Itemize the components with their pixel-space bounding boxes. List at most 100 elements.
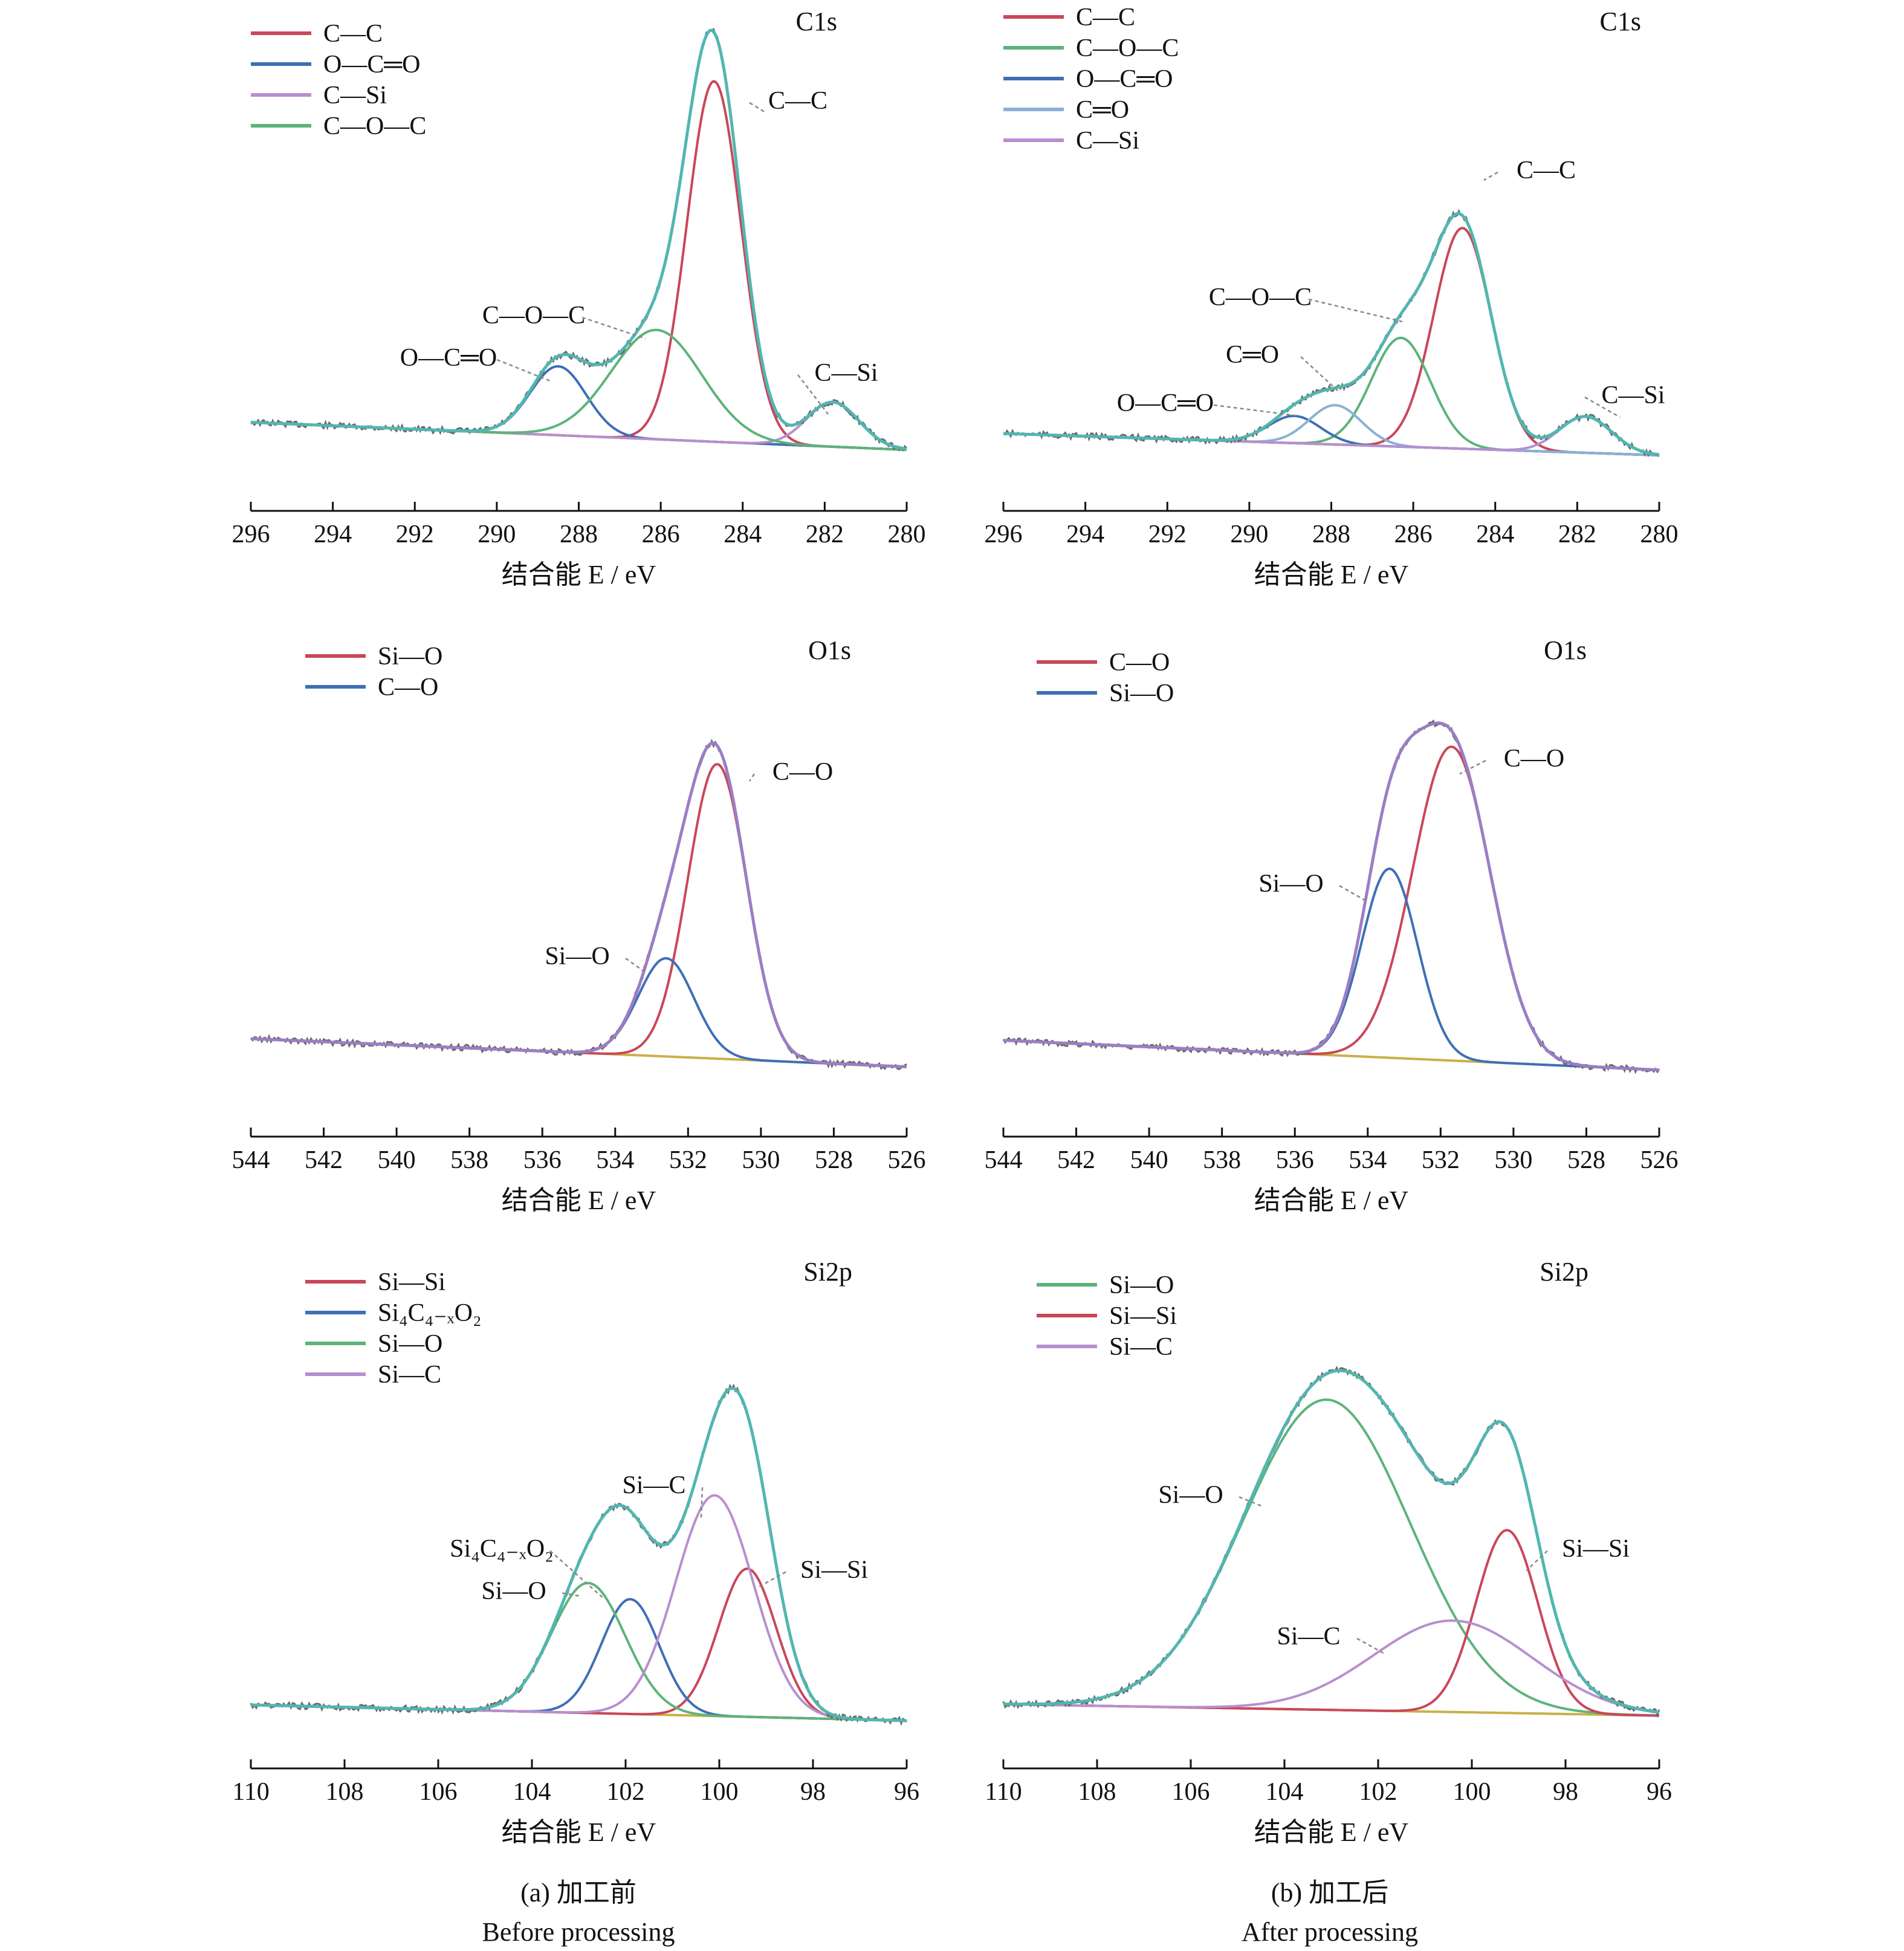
panel-si2p-after: 110 108 106 104 102 100 98 96 结合能 E / eV Si2p Si—O…	[985, 1257, 1672, 1847]
x-tick-label: 108	[1078, 1778, 1116, 1806]
raw-data-line	[250, 1383, 908, 1726]
panel-c1s-before: 296 294 292 290 288 286 284 282 280 结合能 E / eV C1s…	[232, 7, 926, 589]
component-curve-1	[1003, 1398, 1660, 1717]
peak-label: C—O	[1504, 745, 1564, 773]
x-tick-label: 96	[1647, 1778, 1672, 1806]
peak-label: Si—Si	[800, 1556, 868, 1584]
x-tick-label: 544	[232, 1146, 270, 1174]
peak-label: Si—C	[1277, 1623, 1340, 1651]
panel-si2p-before: 110 108 106 104 102 100 98 96 结合能 E / eV Si2p Si—S…	[232, 1257, 919, 1847]
x-tick-label: 292	[1148, 521, 1187, 548]
x-tick-label: 540	[378, 1146, 416, 1174]
x-tick-label: 528	[815, 1146, 853, 1174]
peak-label: Si—O	[1258, 870, 1323, 898]
legend-entry: Si—Si	[378, 1268, 445, 1296]
envelope-fit-line	[250, 1386, 907, 1722]
spectrum-label: Si2p	[1540, 1257, 1588, 1287]
peak-label: C—O—C	[1209, 284, 1312, 311]
raw-data-line	[1002, 1365, 1660, 1718]
envelope-fit-line	[250, 28, 907, 451]
peak-label: C—C	[768, 87, 827, 115]
component-curve-3	[1003, 1619, 1660, 1714]
x-tick-label: 100	[1453, 1778, 1491, 1806]
panel-c1s-after: 296 294 292 290 288 286 284 282 280 结合能 E / eV C1s…	[985, 4, 1679, 589]
x-tick-label: 526	[888, 1146, 926, 1174]
x-tick-label: 538	[1203, 1146, 1241, 1174]
x-axis-title: 结合能 E / eV	[502, 1186, 656, 1215]
x-tick-label: 292	[396, 521, 434, 548]
peak-label-leader	[748, 773, 756, 782]
peak-label: C—O	[772, 758, 833, 786]
peak-label: Si—Si	[1562, 1535, 1630, 1563]
legend-entry: Si—O	[1109, 680, 1174, 707]
x-tick-label: 108	[326, 1778, 364, 1806]
x-tick-label: 534	[596, 1146, 634, 1174]
x-axis-title: 结合能 E / eV	[1254, 560, 1409, 589]
peak-label-leader	[749, 102, 765, 113]
caption-b-en: After processing	[1242, 1917, 1418, 1947]
peak-label-leader	[700, 1487, 704, 1518]
legend-entry: C—Si	[323, 82, 387, 109]
x-tick-label: 542	[305, 1146, 343, 1174]
spectrum-label: Si2p	[803, 1257, 852, 1287]
x-tick-label: 294	[314, 521, 352, 548]
x-tick-label: 282	[1558, 521, 1596, 548]
legend-entry: Si—O	[378, 1330, 442, 1358]
peak-label: Si₄C₄₋ₓO₂	[450, 1535, 554, 1563]
spectrum-label: C1s	[1600, 7, 1641, 36]
legend-entry: C—O—C	[323, 112, 426, 140]
x-tick-label: 100	[701, 1778, 739, 1806]
x-tick-label: 102	[1359, 1778, 1397, 1806]
x-tick-label: 538	[450, 1146, 488, 1174]
peak-label-leader	[1584, 396, 1621, 418]
legend-entry: Si₄C₄₋ₓO₂	[378, 1299, 482, 1327]
peak-label-leader	[1483, 171, 1498, 181]
spectrum-label: O1s	[1544, 635, 1587, 665]
x-axis-title: 结合能 E / eV	[1254, 1186, 1409, 1215]
x-tick-label: 106	[1172, 1778, 1210, 1806]
component-curve-2	[250, 956, 907, 1068]
x-tick-label: 104	[1266, 1778, 1304, 1806]
legend-entry: C—O	[1109, 649, 1170, 677]
peak-label-leader	[1213, 404, 1300, 417]
peak-label: C—Si	[1601, 381, 1665, 409]
envelope-fit-line	[1003, 721, 1660, 1072]
x-tick-label: 544	[985, 1146, 1023, 1174]
panel-o1s-before: 544 542 540 538 536 534 532 530 528 526 结合能 E / eV…	[232, 635, 926, 1215]
x-tick-label: 286	[1394, 521, 1433, 548]
x-tick-label: 534	[1349, 1146, 1387, 1174]
legend-entry: C—O—C	[1076, 34, 1179, 62]
spectrum-label: C1s	[796, 7, 837, 36]
legend-entry: O—C═O	[323, 51, 420, 79]
x-tick-label: 98	[1553, 1778, 1578, 1806]
legend-entry: C—C	[1076, 4, 1135, 31]
envelope-fit-line	[1003, 212, 1660, 456]
component-curve-1	[1003, 227, 1660, 456]
component-curve-2	[250, 365, 907, 451]
caption-a-en: Before processing	[482, 1917, 675, 1947]
x-tick-label: 284	[724, 521, 762, 548]
x-tick-label: 110	[232, 1778, 269, 1806]
x-tick-label: 294	[1066, 521, 1104, 548]
component-curve-1	[250, 762, 907, 1068]
legend-entry: C—Si	[1076, 127, 1139, 155]
component-curve-2	[1003, 867, 1660, 1071]
envelope-fit-line	[1003, 1369, 1660, 1714]
peak-label: Si—O	[545, 943, 609, 970]
x-tick-label: 296	[232, 521, 270, 548]
x-tick-label: 530	[1494, 1146, 1532, 1174]
x-tick-label: 290	[478, 521, 516, 548]
x-tick-label: 532	[1422, 1146, 1460, 1174]
legend-entry: Si—C	[378, 1361, 441, 1389]
peak-label-leader	[1300, 356, 1339, 392]
x-tick-label: 536	[523, 1146, 562, 1174]
x-tick-label: 528	[1567, 1146, 1605, 1174]
x-tick-label: 280	[1640, 521, 1679, 548]
x-axis-title: 结合能 E / eV	[1254, 1817, 1409, 1847]
legend-entry: Si—O	[378, 643, 442, 670]
x-tick-label: 540	[1130, 1146, 1168, 1174]
x-tick-label: 288	[560, 521, 598, 548]
peak-label-leader	[625, 957, 647, 975]
legend-entry: O—C═O	[1076, 65, 1173, 93]
